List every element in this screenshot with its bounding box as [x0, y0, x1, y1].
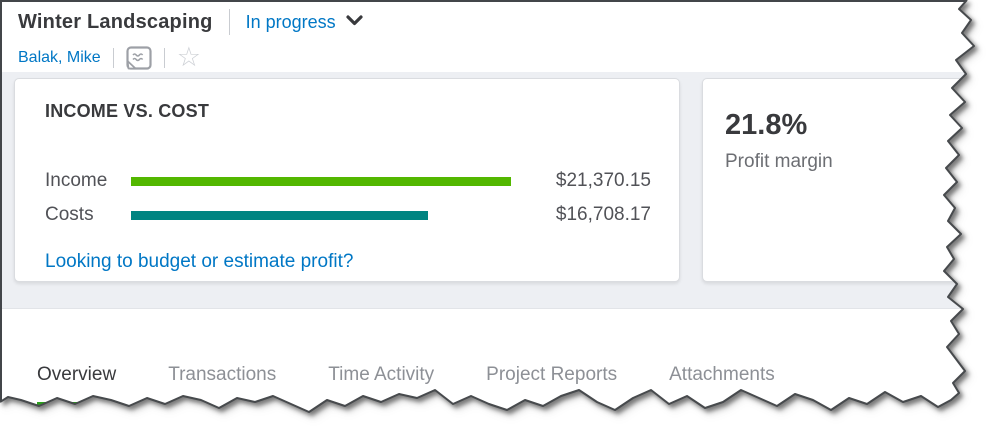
tab-project-reports[interactable]: Project Reports: [486, 364, 618, 385]
status-dropdown[interactable]: In progress: [246, 12, 363, 33]
notes-icon[interactable]: [126, 46, 152, 70]
project-title-row: Winter Landscaping In progress: [18, 9, 363, 35]
tab-transactions[interactable]: Transactions: [168, 364, 277, 385]
bar-value: $21,370.15: [555, 170, 651, 191]
page-title: Winter Landscaping: [18, 10, 213, 33]
project-meta-row: Balak, Mike ☆: [18, 42, 201, 73]
tab-time-activity[interactable]: Time Activity: [328, 364, 435, 385]
project-header: Winter Landscaping In progress Balak, Mi…: [2, 2, 974, 73]
tabs-section: Overview Transactions Time Activity Proj…: [2, 309, 974, 412]
bar-label: Income: [45, 170, 108, 191]
income-row: Income $21,370.15: [45, 168, 651, 194]
costs-bar: [131, 210, 511, 220]
profit-margin-card: 21.8% Profit margin: [702, 78, 974, 282]
status-label: In progress: [245, 11, 336, 32]
customer-link[interactable]: Balak, Mike: [18, 49, 101, 66]
tab-overview[interactable]: Overview: [37, 364, 117, 406]
income-bar: [131, 176, 511, 186]
tab-bar: Overview Transactions Time Activity Proj…: [37, 309, 974, 406]
chevron-down-icon: [346, 13, 363, 31]
costs-row: Costs $16,708.17: [45, 202, 651, 228]
budget-estimate-link[interactable]: Looking to budget or estimate profit?: [45, 251, 354, 272]
divider: [112, 48, 114, 68]
profit-margin-label: Profit margin: [725, 151, 833, 172]
bar-value: $16,708.17: [555, 204, 651, 225]
tab-attachments[interactable]: Attachments: [669, 364, 775, 385]
income-vs-cost-card: INCOME VS. COST Income $21,370.15 Costs …: [14, 78, 680, 282]
summary-cards-band: INCOME VS. COST Income $21,370.15 Costs …: [2, 72, 974, 309]
card-title: INCOME VS. COST: [45, 101, 210, 121]
divider: [228, 9, 230, 35]
bar-label: Costs: [45, 204, 94, 225]
bar-chart: Income $21,370.15 Costs $16,708.17: [45, 168, 651, 228]
profit-margin-value: 21.8%: [725, 109, 808, 141]
divider: [163, 48, 165, 68]
star-icon[interactable]: ☆: [176, 42, 201, 73]
